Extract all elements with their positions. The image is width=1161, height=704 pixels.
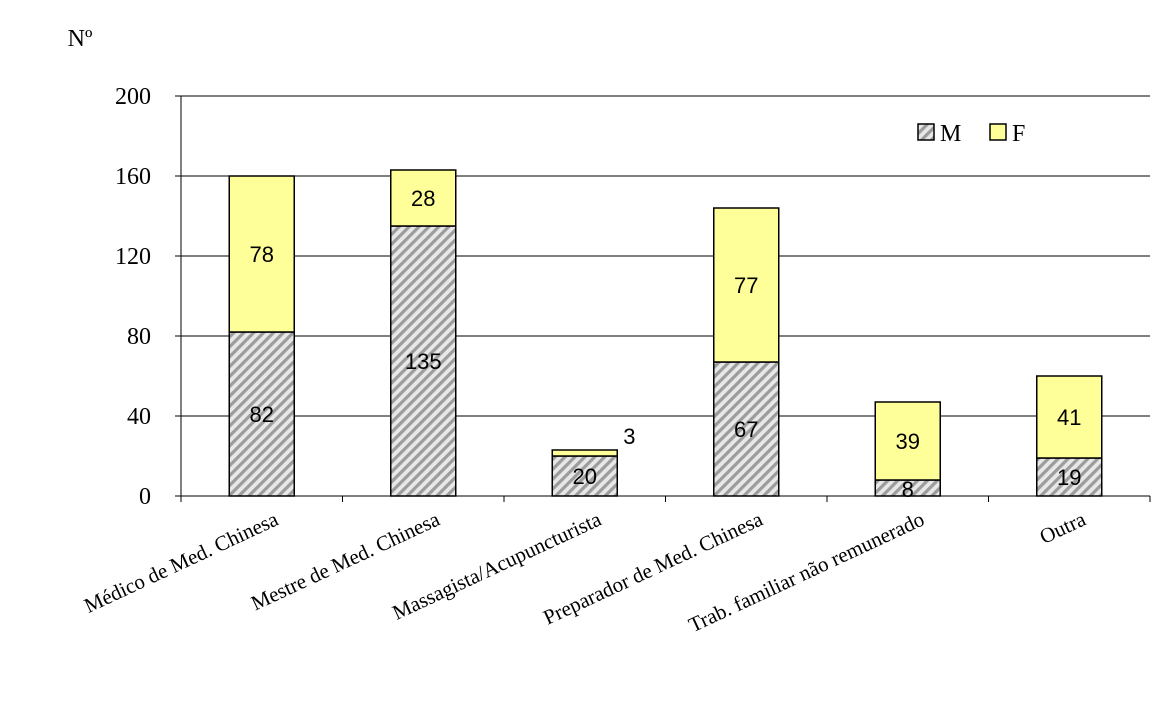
data-label-m: 20 (573, 464, 597, 489)
data-label-f: 41 (1057, 405, 1081, 430)
y-tick-label: 160 (115, 164, 151, 190)
bar-segment-f (1036, 375, 1103, 459)
data-label-f: 77 (734, 273, 758, 298)
legend-label-f: F (1012, 121, 1025, 147)
y-axis-title: Nº (68, 26, 93, 52)
data-label-f: 39 (896, 429, 920, 454)
axis-layer: 0 40 80 120 160 200 (115, 84, 1151, 510)
bar-segment-f (713, 207, 780, 363)
data-label-f: 28 (411, 186, 435, 211)
data-label-m: 135 (405, 349, 442, 374)
data-label-f: 3 (623, 424, 635, 449)
data-label-f: 78 (250, 242, 274, 267)
bars-layer (228, 169, 1103, 497)
bar-segment-m (228, 331, 295, 497)
grid-layer (181, 95, 1150, 417)
data-label-m: 82 (250, 402, 274, 427)
bar-segment-f (228, 175, 295, 333)
bar-segment-f (551, 449, 618, 457)
y-tick-label: 0 (139, 484, 151, 510)
legend-label-m: M (940, 121, 961, 147)
bar-segment-m (713, 361, 780, 497)
data-label-m: 67 (734, 417, 758, 442)
bar-segment-f (390, 169, 457, 227)
y-tick-label: 40 (127, 404, 151, 430)
legend-swatch-f (989, 123, 1007, 141)
y-tick-label: 120 (115, 244, 151, 270)
bar-segment-m (551, 455, 618, 497)
x-category-label: Outra (1036, 506, 1090, 548)
bar-segment-m (1036, 457, 1103, 497)
bar-segment-m (390, 225, 457, 497)
y-tick-label: 200 (115, 84, 151, 110)
data-label-m: 8 (902, 477, 914, 502)
data-label-m: 19 (1057, 465, 1081, 490)
y-tick-label: 80 (127, 324, 151, 350)
legend-swatch-m (917, 123, 935, 141)
bar-segment-f (874, 401, 941, 481)
